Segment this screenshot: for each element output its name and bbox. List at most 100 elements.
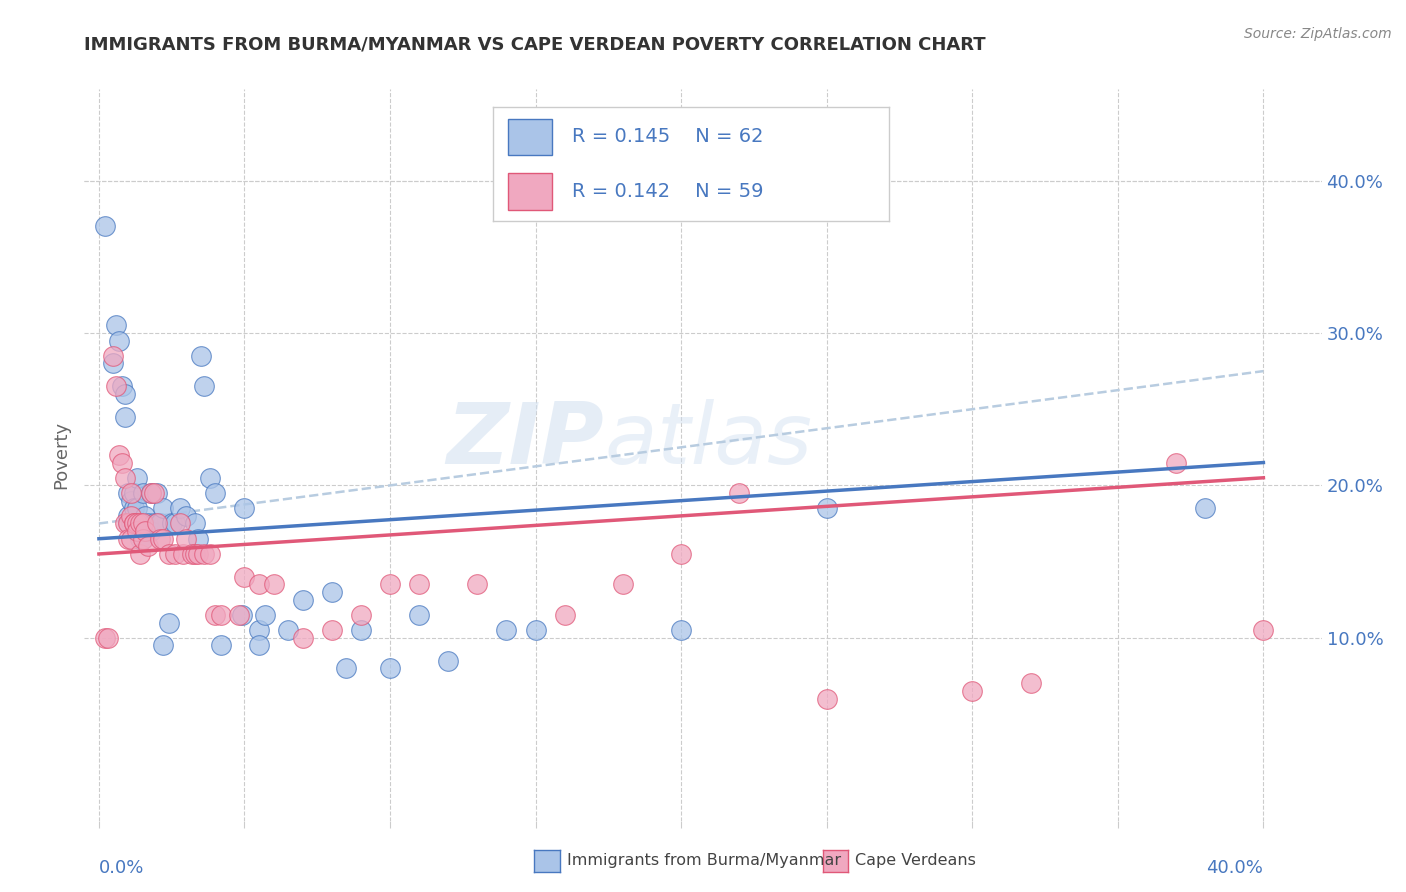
Point (117, 486, 139, 500)
Text: IMMIGRANTS FROM BURMA/MYANMAR VS CAPE VERDEAN POVERTY CORRELATION CHART: IMMIGRANTS FROM BURMA/MYANMAR VS CAPE VE… (84, 36, 986, 54)
Point (228, 607, 250, 622)
Point (111, 456, 134, 470)
Point (291, 631, 314, 645)
Point (122, 501, 145, 516)
Point (108, 334, 131, 348)
Point (141, 486, 163, 500)
Point (149, 516, 172, 531)
Point (612, 577, 634, 591)
Point (131, 532, 153, 546)
Point (163, 516, 186, 531)
Point (815, 691, 838, 706)
Point (108, 448, 131, 462)
Point (143, 516, 166, 531)
Point (321, 585, 343, 599)
Point (204, 486, 226, 500)
Point (233, 501, 256, 516)
Point (524, 623, 547, 637)
Text: atlas: atlas (605, 399, 813, 482)
Point (93, 631, 115, 645)
Point (146, 516, 169, 531)
Point (138, 539, 160, 553)
Point (291, 592, 314, 607)
Point (378, 577, 401, 591)
Point (131, 516, 153, 531)
Point (181, 547, 204, 561)
Point (408, 607, 430, 622)
Point (103, 349, 125, 363)
Point (1019, 676, 1042, 690)
Point (247, 639, 270, 653)
Point (114, 471, 136, 485)
Point (114, 409, 136, 424)
Point (263, 577, 285, 591)
Point (1253, 623, 1275, 637)
Point (815, 501, 838, 516)
Point (408, 577, 430, 591)
Point (152, 639, 174, 653)
Point (117, 508, 139, 523)
Point (105, 318, 128, 333)
Point (122, 516, 145, 531)
Point (209, 607, 232, 622)
Point (157, 615, 180, 630)
Point (131, 532, 153, 546)
Point (146, 486, 169, 500)
Point (728, 486, 751, 500)
Point (103, 356, 125, 371)
Text: Source: ZipAtlas.com: Source: ZipAtlas.com (1244, 27, 1392, 41)
Point (193, 379, 215, 393)
Point (962, 684, 984, 698)
Point (247, 623, 270, 637)
Point (134, 524, 156, 538)
Point (350, 607, 373, 622)
Point (209, 639, 232, 653)
Point (125, 471, 148, 485)
Point (467, 577, 489, 591)
Point (117, 532, 139, 546)
Point (169, 501, 191, 516)
Point (120, 493, 142, 508)
Point (187, 547, 209, 561)
Point (335, 661, 357, 675)
Point (122, 486, 145, 500)
Point (97, 631, 120, 645)
Point (554, 607, 576, 622)
Point (120, 516, 142, 531)
Point (163, 547, 186, 561)
Point (120, 508, 142, 523)
Point (128, 547, 150, 561)
Point (247, 577, 270, 591)
Point (114, 387, 136, 401)
Point (114, 516, 136, 531)
Point (149, 532, 172, 546)
Point (184, 547, 207, 561)
Point (134, 524, 156, 538)
Text: Immigrants from Burma/Myanmar: Immigrants from Burma/Myanmar (567, 854, 841, 868)
Point (174, 508, 197, 523)
Point (190, 349, 212, 363)
Point (1194, 501, 1216, 516)
Point (134, 508, 156, 523)
Point (169, 516, 191, 531)
Point (231, 607, 253, 622)
Point (160, 516, 183, 531)
Point (120, 486, 142, 500)
Text: Cape Verdeans: Cape Verdeans (855, 854, 976, 868)
Point (253, 607, 276, 622)
Point (93, 219, 115, 234)
Point (187, 532, 209, 546)
Point (152, 532, 174, 546)
Point (117, 516, 139, 531)
Point (378, 661, 401, 675)
Point (143, 486, 166, 500)
Point (125, 524, 148, 538)
Point (233, 570, 256, 584)
Point (125, 516, 148, 531)
Point (128, 516, 150, 531)
Text: 0.0%: 0.0% (98, 859, 145, 877)
Point (141, 486, 163, 500)
Point (125, 501, 148, 516)
Point (198, 471, 221, 485)
Text: ZIP: ZIP (446, 399, 605, 482)
